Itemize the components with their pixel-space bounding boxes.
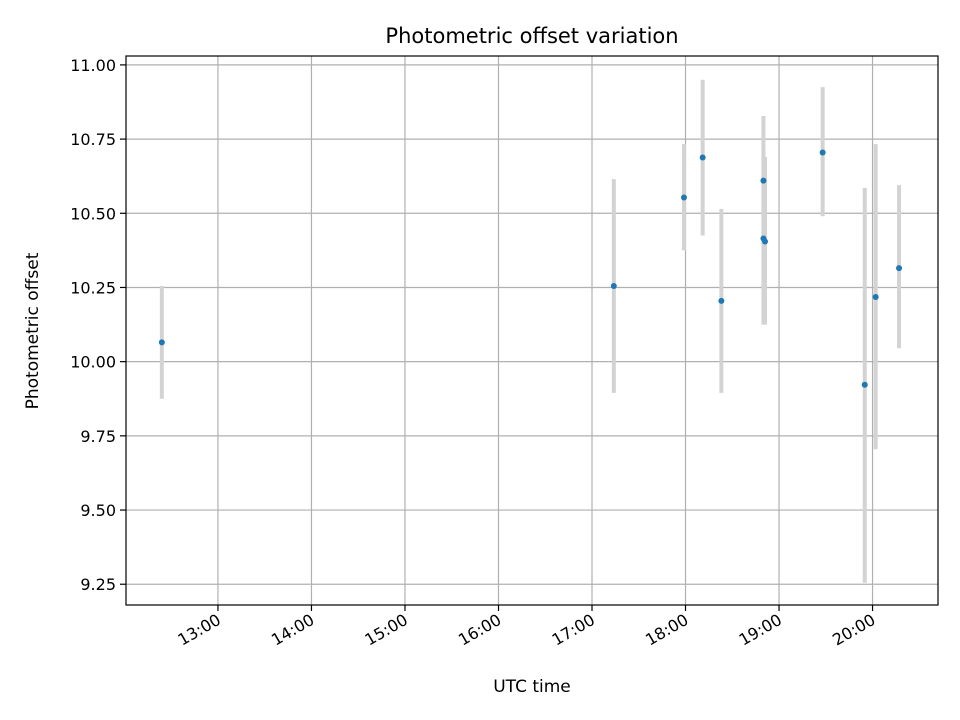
y-tick-label: 10.50 — [70, 204, 116, 223]
data-point — [718, 297, 725, 304]
data-point — [762, 238, 769, 245]
data-point — [158, 339, 165, 346]
data-point — [896, 265, 903, 272]
y-tick-label: 11.00 — [70, 56, 116, 75]
x-tick-label: 18:00 — [642, 610, 691, 650]
plot-frame — [125, 55, 939, 606]
y-tick-label: 9.50 — [80, 501, 116, 520]
chart-title: Photometric offset variation — [385, 24, 678, 48]
y-tick-label: 10.75 — [70, 130, 116, 149]
data-point — [699, 154, 706, 161]
y-tick-label: 9.75 — [80, 427, 116, 446]
y-tick-label: 10.00 — [70, 353, 116, 372]
x-tick-label: 13:00 — [175, 610, 224, 650]
x-axis-title: UTC time — [493, 677, 571, 697]
data-point — [861, 381, 868, 388]
data-point — [610, 282, 617, 289]
x-tick-label: 20:00 — [829, 610, 878, 650]
data-point — [819, 149, 826, 156]
x-tick-label: 14:00 — [268, 610, 317, 650]
y-axis-title: Photometric offset — [23, 252, 43, 409]
grid-layer — [126, 56, 938, 605]
x-tick-label: 15:00 — [362, 610, 411, 650]
tick-layer: 13:00 14:00 15:00 16:00 17:00 18:00 19:00 20:00… — [70, 56, 878, 650]
point-layer — [158, 149, 903, 388]
x-tick-label: 19:00 — [736, 610, 785, 650]
x-tick-label: 17:00 — [549, 610, 598, 650]
data-point — [760, 177, 767, 184]
x-tick-label: 16:00 — [455, 610, 504, 650]
y-tick-label: 10.25 — [70, 278, 116, 297]
y-tick-label: 9.25 — [80, 575, 116, 594]
data-point — [872, 293, 879, 300]
errorbar-layer — [159, 79, 902, 583]
data-point — [680, 194, 687, 201]
